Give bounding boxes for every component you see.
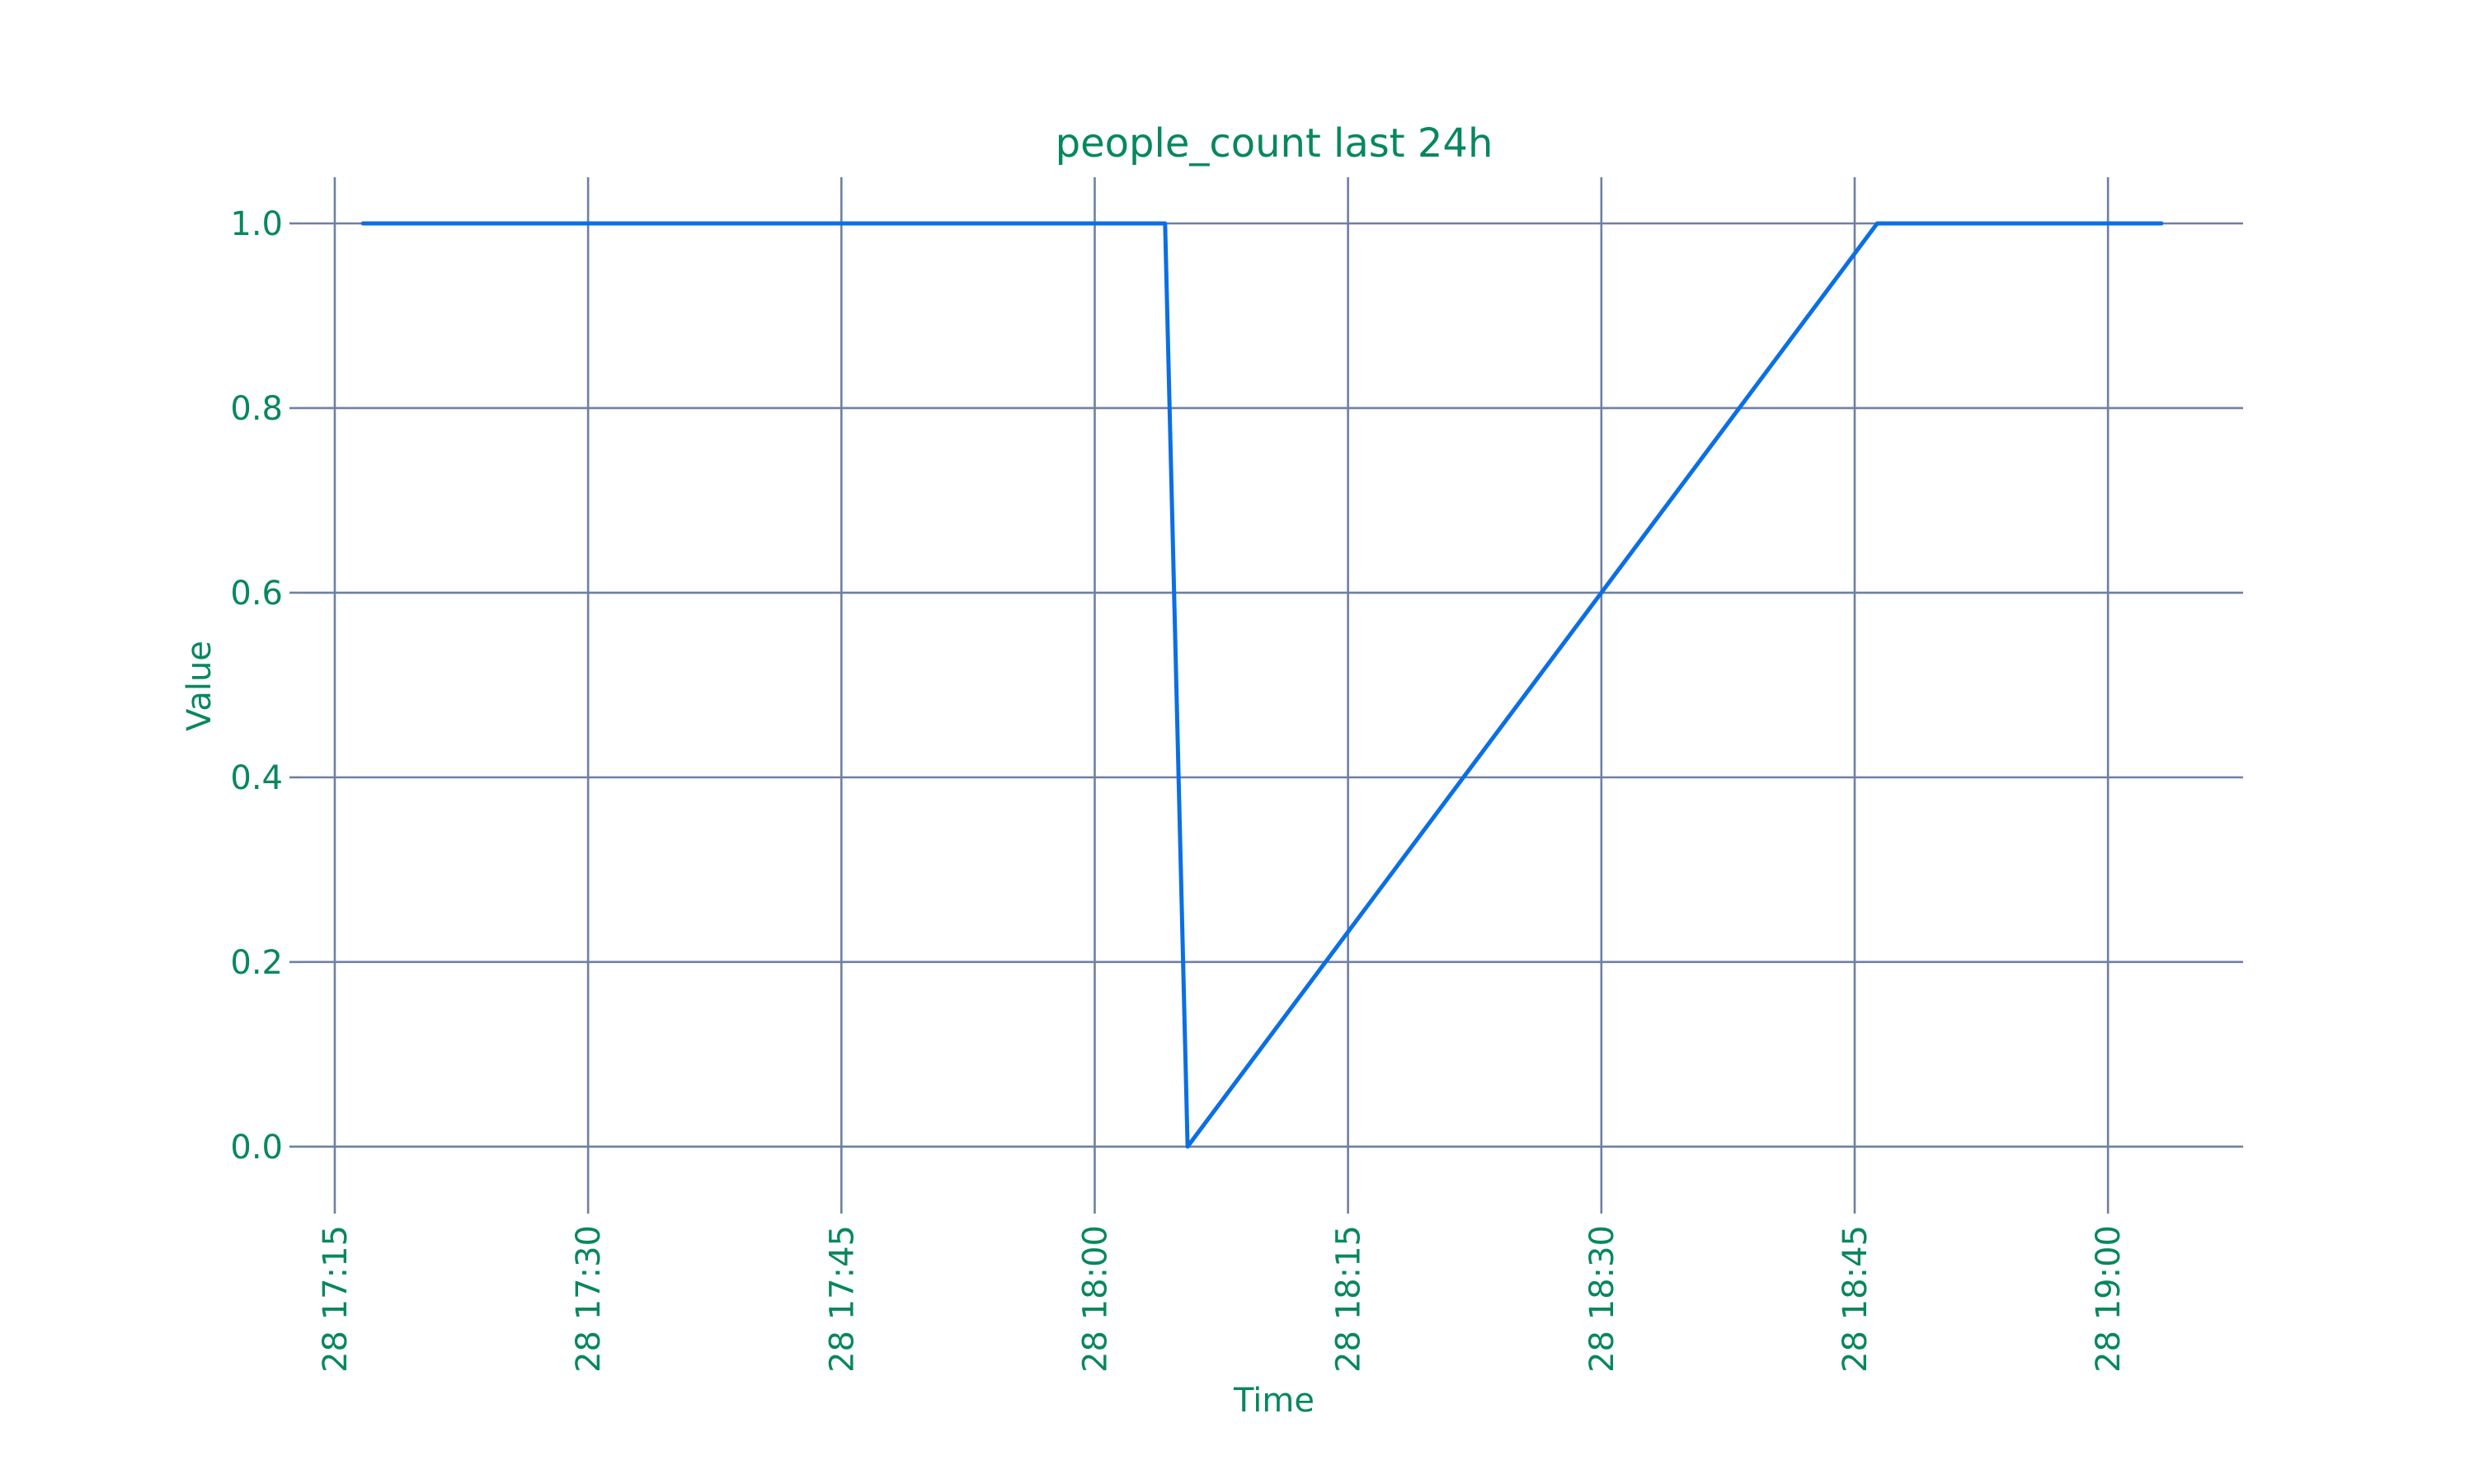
y-tick-label: 1.0: [230, 205, 283, 243]
y-tick-label: 0.2: [230, 944, 283, 982]
y-tick-label: 0.8: [230, 390, 283, 428]
x-grid: [333, 177, 2109, 1202]
chart-title: people_count last 24h: [1056, 120, 1493, 167]
series-layer: [360, 221, 2164, 1149]
y-tick-label: 0.0: [230, 1129, 283, 1167]
x-tick-label: 28 18:45: [1837, 1225, 1874, 1373]
x-tick-label: 28 19:00: [2090, 1225, 2128, 1373]
y-tick-label: 0.6: [230, 575, 283, 613]
x-tick-label: 28 18:30: [1583, 1225, 1621, 1373]
x-axis-label: Time: [1233, 1382, 1315, 1420]
x-axis-ticks: 28 17:15 28 17:30 28 17:45 28 18:00 28 18:15…: [317, 1202, 2128, 1373]
x-tick-label: 28 18:15: [1330, 1225, 1368, 1373]
x-tick-label: 28 17:30: [570, 1225, 608, 1373]
y-axis-ticks: 0.0 0.2 0.4 0.6 0.8 1.0: [230, 205, 301, 1167]
y-tick-label: 0.4: [230, 759, 283, 797]
y-axis-label: Value: [181, 641, 219, 731]
x-tick-label: 28 18:00: [1076, 1225, 1114, 1373]
x-tick-label: 28 17:15: [317, 1225, 355, 1373]
y-grid: [301, 222, 2243, 1148]
x-tick-label: 28 17:45: [823, 1225, 861, 1373]
series-line: [360, 221, 2164, 1149]
